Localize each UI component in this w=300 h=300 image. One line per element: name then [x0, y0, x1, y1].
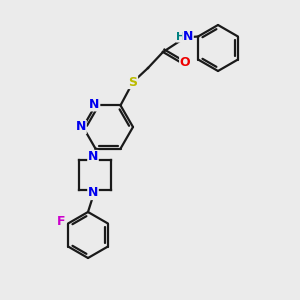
Text: N: N [183, 31, 193, 44]
Text: S: S [128, 76, 137, 88]
Text: N: N [88, 187, 98, 200]
Text: O: O [180, 56, 190, 68]
Text: N: N [76, 121, 86, 134]
Text: N: N [89, 98, 100, 111]
Text: N: N [88, 151, 98, 164]
Text: F: F [57, 215, 65, 228]
Text: H: H [176, 32, 186, 42]
